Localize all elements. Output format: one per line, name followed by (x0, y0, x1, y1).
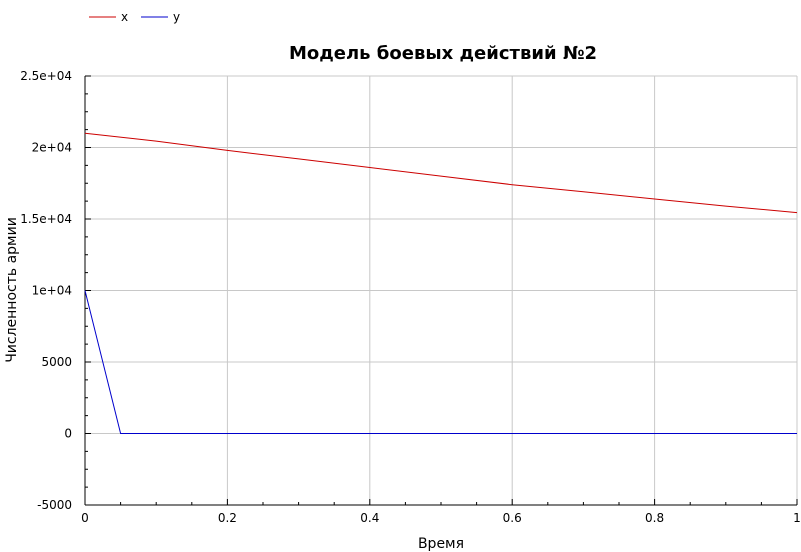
grid (84, 75, 798, 506)
x-tick-label: 0.2 (218, 511, 237, 525)
chart-title: Модель боевых действий №2 (289, 43, 597, 64)
series-layer (84, 132, 798, 434)
x-tick-label: 0.4 (360, 511, 379, 525)
x-tick-label: 0 (81, 511, 89, 525)
y-tick-label: 2.5e+04 (20, 69, 72, 83)
y-tick-label: 2e+04 (32, 141, 72, 155)
x-tick-label: 0.6 (503, 511, 522, 525)
y-tick-label: 5000 (41, 355, 72, 369)
y-tick-label: 0 (64, 427, 72, 441)
y-tick-label: 1e+04 (32, 284, 72, 298)
y-tick-label: 1.5e+04 (20, 212, 72, 226)
x-tick-label: 0.8 (645, 511, 664, 525)
x-tick-label: 1 (793, 511, 801, 525)
y-tick-label: -5000 (37, 498, 72, 512)
x-axis-label: Время (418, 536, 464, 552)
axes: 0 0.2 0.4 0.6 0.8 1 -5000 0 5000 1e+04 1.5e+04 2e+0… (20, 69, 801, 525)
y-axis-label: Численность армии (4, 217, 20, 363)
legend-label-y: y (173, 10, 180, 24)
legend-label-x: x (121, 10, 128, 24)
series-line-y (84, 290, 797, 434)
series-line-x (84, 132, 798, 214)
